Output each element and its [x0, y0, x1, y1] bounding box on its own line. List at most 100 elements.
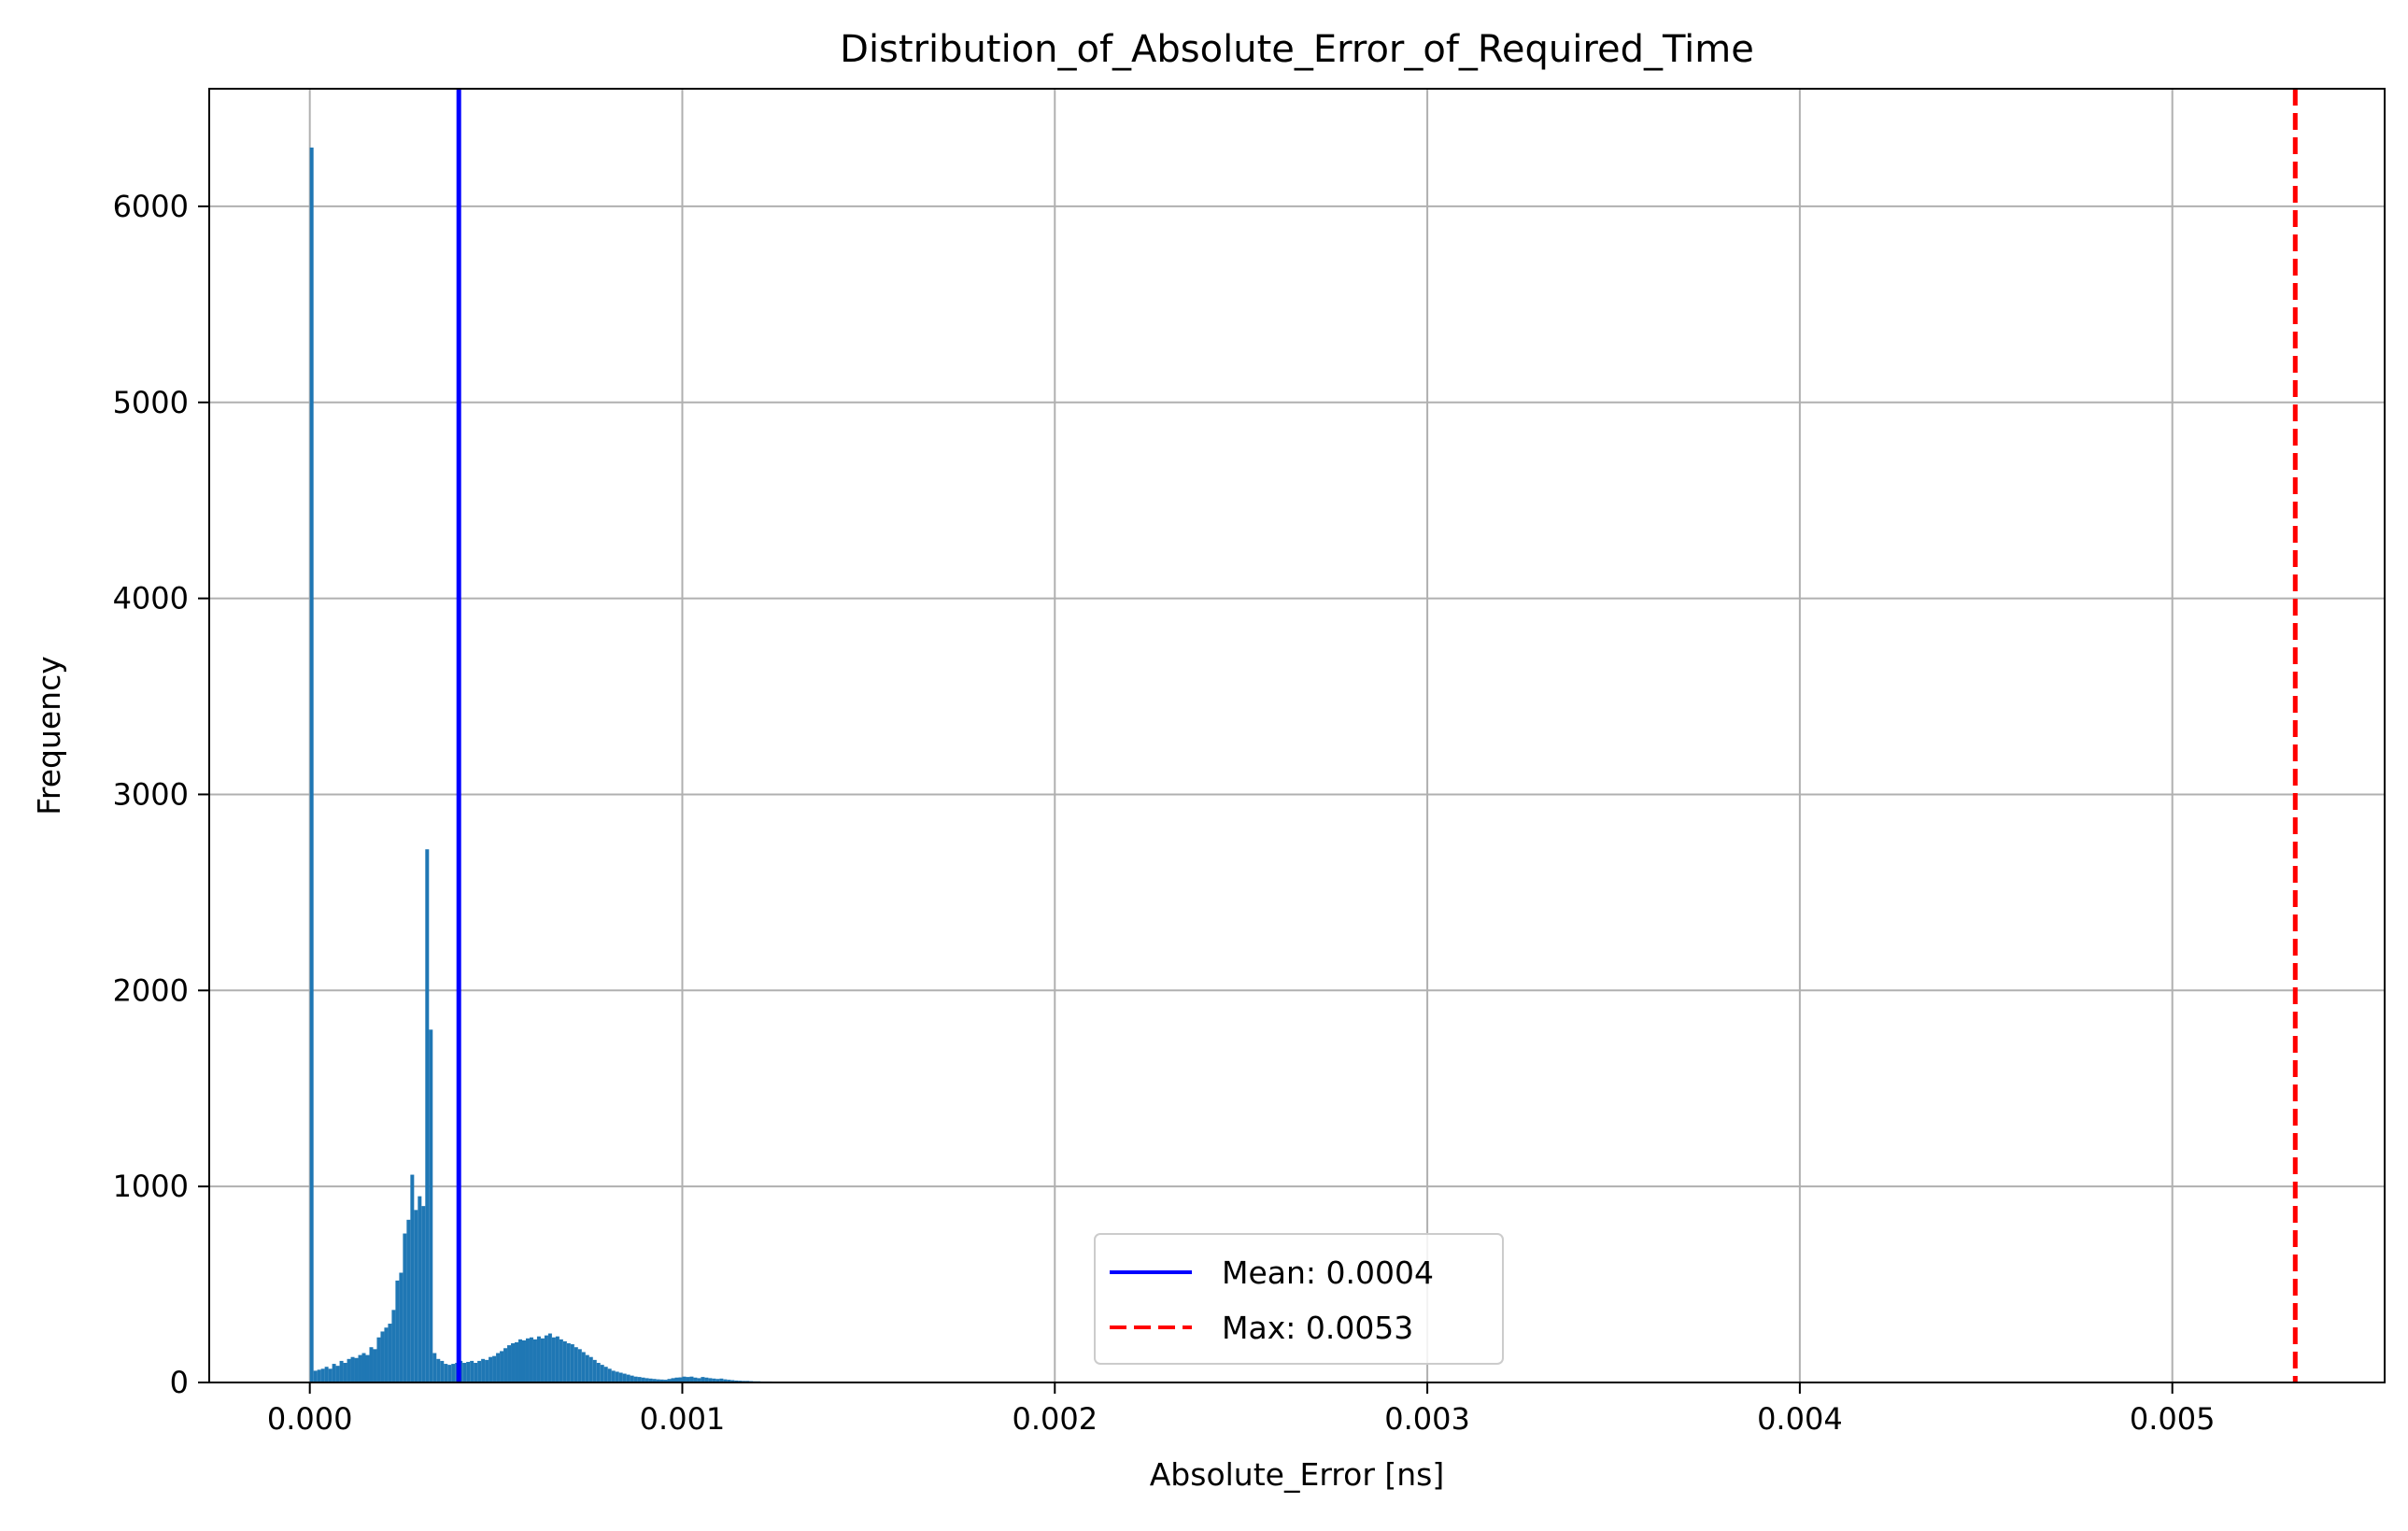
- histogram-bar: [410, 1174, 415, 1382]
- histogram-bar: [518, 1339, 522, 1382]
- histogram-bar: [607, 1368, 612, 1382]
- histogram-bar: [622, 1373, 627, 1382]
- histogram-bar: [577, 1349, 582, 1382]
- y-tick-label: 3000: [113, 776, 189, 812]
- histogram-bar: [704, 1377, 709, 1382]
- x-tick-label: 0.001: [640, 1401, 726, 1437]
- histogram-bar: [559, 1339, 563, 1382]
- histogram-bar: [500, 1351, 504, 1382]
- histogram-bar: [656, 1379, 660, 1382]
- histogram-bar: [723, 1379, 728, 1382]
- histogram-bar: [466, 1361, 471, 1382]
- histogram-bar: [708, 1378, 713, 1382]
- histogram-bar: [358, 1354, 362, 1382]
- histogram-bar: [603, 1367, 608, 1382]
- histogram-bar: [451, 1364, 456, 1382]
- legend: Mean: 0.0004 Max: 0.0053: [1094, 1233, 1504, 1365]
- chart-title: Distribution_of_Absolute_Error_of_Requir…: [840, 28, 1754, 71]
- histogram-bar: [380, 1331, 385, 1382]
- histogram-bar: [320, 1368, 325, 1382]
- histogram-bar: [712, 1378, 716, 1382]
- x-axis-ticks: 0.000 0.001 0.002 0.003 0.004 0.005: [267, 1382, 2216, 1437]
- histogram-bar: [332, 1364, 336, 1382]
- histogram-bar: [611, 1370, 616, 1382]
- histogram-bar: [600, 1365, 604, 1382]
- histogram-bar: [525, 1338, 530, 1382]
- histogram-bar: [414, 1210, 418, 1382]
- histogram-bar: [659, 1379, 664, 1382]
- histogram-bar: [626, 1374, 630, 1382]
- histogram-bar: [734, 1380, 739, 1382]
- histogram-bar: [361, 1353, 366, 1382]
- histogram-bar: [503, 1348, 508, 1382]
- histogram-bar: [544, 1335, 548, 1382]
- histogram-bar: [418, 1196, 422, 1382]
- histogram-bar: [388, 1324, 392, 1382]
- histogram-bar: [566, 1343, 571, 1382]
- histogram-bar: [570, 1344, 574, 1382]
- histogram-bar: [354, 1357, 359, 1382]
- histogram-bar: [536, 1336, 541, 1382]
- histogram-bar: [328, 1368, 333, 1382]
- histogram-bar: [727, 1380, 731, 1382]
- histogram-bar: [347, 1358, 351, 1382]
- histogram-bar: [470, 1360, 475, 1382]
- histogram-bar: [637, 1377, 642, 1382]
- x-tick-label: 0.005: [2130, 1401, 2216, 1437]
- histogram-bar: [596, 1363, 601, 1382]
- histogram-bar: [462, 1363, 467, 1382]
- histogram-bar: [436, 1358, 441, 1382]
- histogram-bar: [615, 1371, 619, 1382]
- histogram-bar: [313, 1370, 318, 1382]
- histogram-bar: [369, 1347, 374, 1382]
- histogram-bar: [644, 1378, 649, 1382]
- histogram-bar: [373, 1349, 377, 1382]
- histogram-bar: [444, 1364, 448, 1382]
- y-tick-label: 1000: [113, 1169, 189, 1204]
- histogram-bar: [693, 1377, 698, 1382]
- histogram-bar: [421, 1206, 426, 1382]
- histogram-bar: [652, 1379, 657, 1382]
- histogram-bar: [701, 1377, 705, 1382]
- histogram-bar: [686, 1377, 690, 1382]
- x-tick-label: 0.000: [267, 1401, 353, 1437]
- histogram-bar: [574, 1347, 578, 1382]
- histogram-bar: [365, 1354, 370, 1382]
- histogram-bar: [403, 1233, 407, 1382]
- y-axis-ticks: 0 1000 2000 3000 4000 5000 6000: [113, 189, 209, 1400]
- histogram-bar: [440, 1360, 445, 1382]
- histogram-bar: [339, 1360, 344, 1382]
- histogram-bar: [678, 1377, 683, 1382]
- histogram-bar: [547, 1333, 552, 1382]
- histogram-bar: [425, 849, 430, 1382]
- x-tick-label: 0.003: [1384, 1401, 1470, 1437]
- y-axis-title: Frequency: [31, 656, 67, 815]
- legend-box: [1094, 1233, 1504, 1365]
- y-tick-label: 0: [170, 1365, 189, 1400]
- histogram-bar: [532, 1339, 537, 1382]
- histogram-bar: [324, 1367, 329, 1382]
- histogram-bar: [671, 1378, 675, 1382]
- histogram-bar: [641, 1377, 645, 1382]
- histogram-bar: [551, 1337, 556, 1382]
- x-axis-title: Absolute_Error [ns]: [1150, 1456, 1445, 1493]
- histogram-bar: [317, 1369, 321, 1382]
- reference-lines: [456, 89, 2298, 1382]
- histogram-bar: [648, 1378, 653, 1382]
- histogram-bar: [406, 1219, 411, 1382]
- histogram-bar: [618, 1372, 623, 1382]
- histogram-bar: [309, 147, 314, 1382]
- histogram-bar: [592, 1359, 597, 1382]
- histogram-bar: [529, 1337, 533, 1382]
- histogram-bar: [667, 1379, 672, 1382]
- legend-label-max: Max: 0.0053: [1222, 1310, 1413, 1346]
- histogram-bar: [376, 1337, 381, 1382]
- histogram-bar: [429, 1029, 433, 1382]
- x-tick-label: 0.004: [1757, 1401, 1843, 1437]
- histogram-bars: [309, 147, 1059, 1382]
- y-tick-label: 5000: [113, 385, 189, 420]
- histogram-bar: [562, 1340, 567, 1382]
- histogram-bar: [588, 1356, 593, 1382]
- histogram-bar: [391, 1310, 396, 1382]
